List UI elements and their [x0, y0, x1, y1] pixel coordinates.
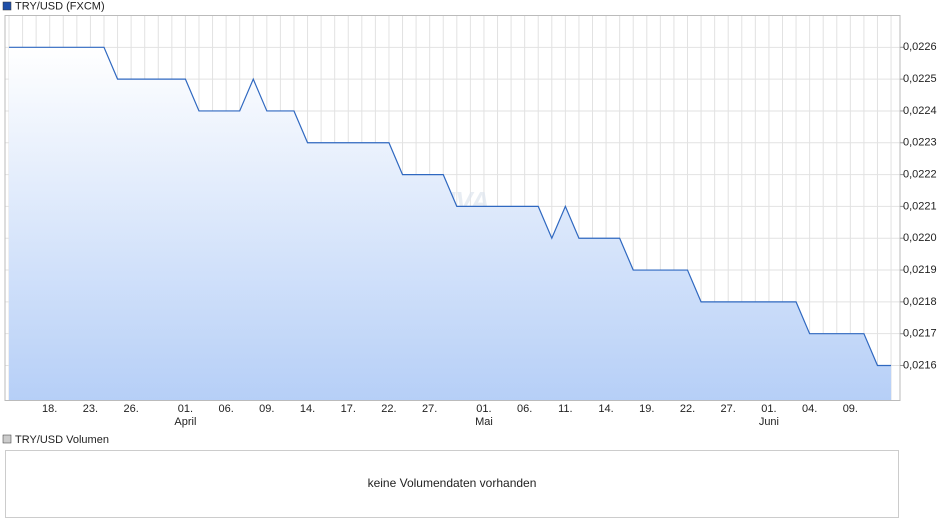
- price-line: [9, 46, 892, 367]
- y-tick-label: 0,0219: [903, 264, 937, 276]
- y-tick-label: 0,0218: [903, 296, 937, 308]
- y-tick-label: 0,0225: [903, 73, 937, 85]
- area: [9, 47, 892, 401]
- x-tick-label: 01.: [761, 403, 776, 415]
- y-tick-label: 0,0222: [903, 168, 937, 180]
- x-tick-label: 14.: [300, 403, 315, 415]
- x-tick-label: 11.: [558, 403, 572, 415]
- legend-swatch: [2, 434, 12, 444]
- x-tick-label: 18.: [42, 403, 57, 415]
- y-tick-label: 0,0216: [903, 359, 937, 371]
- y-tick-label: 0,0217: [903, 328, 937, 340]
- volume-message: keine Volumendaten vorhanden: [368, 476, 537, 490]
- y-tick-label: 0,0221: [903, 200, 937, 212]
- x-tick-label: 27.: [721, 403, 736, 415]
- x-tick-label: 09.: [259, 403, 274, 415]
- x-tick-label: 27.: [422, 403, 437, 415]
- y-tick-label: 0,0224: [903, 105, 937, 117]
- legend-label: TRY/USD (FXCM): [15, 0, 105, 12]
- x-tick-label: 22.: [680, 403, 695, 415]
- plot-border: [4, 15, 901, 401]
- x-tick-label: 01.: [178, 403, 193, 415]
- x-tick-label: 01.: [476, 403, 491, 415]
- legend-swatch: [2, 1, 12, 11]
- x-tick-label: 22.: [381, 403, 396, 415]
- x-month-label: Juni: [759, 416, 779, 428]
- x-tick-label: 06.: [517, 403, 532, 415]
- x-month-label: April: [174, 416, 196, 428]
- y-tick-label: 0,0226: [903, 41, 937, 53]
- x-tick-label: 06.: [218, 403, 233, 415]
- x-tick-label: 19.: [639, 403, 654, 415]
- x-tick-label: 04.: [802, 403, 817, 415]
- x-tick-label: 14.: [598, 403, 613, 415]
- y-tick-label: 0,0223: [903, 137, 937, 149]
- legend-label: TRY/USD Volumen: [15, 434, 109, 446]
- x-tick-label: 23.: [83, 403, 98, 415]
- y-tick-label: 0,0220: [903, 232, 937, 244]
- x-month-label: Mai: [475, 416, 493, 428]
- volume-panel: [5, 450, 899, 518]
- x-tick-label: 26.: [123, 403, 138, 415]
- plot-area: ARIVA: [5, 15, 900, 401]
- x-tick-label: 17.: [341, 403, 356, 415]
- x-tick-label: 09.: [843, 403, 858, 415]
